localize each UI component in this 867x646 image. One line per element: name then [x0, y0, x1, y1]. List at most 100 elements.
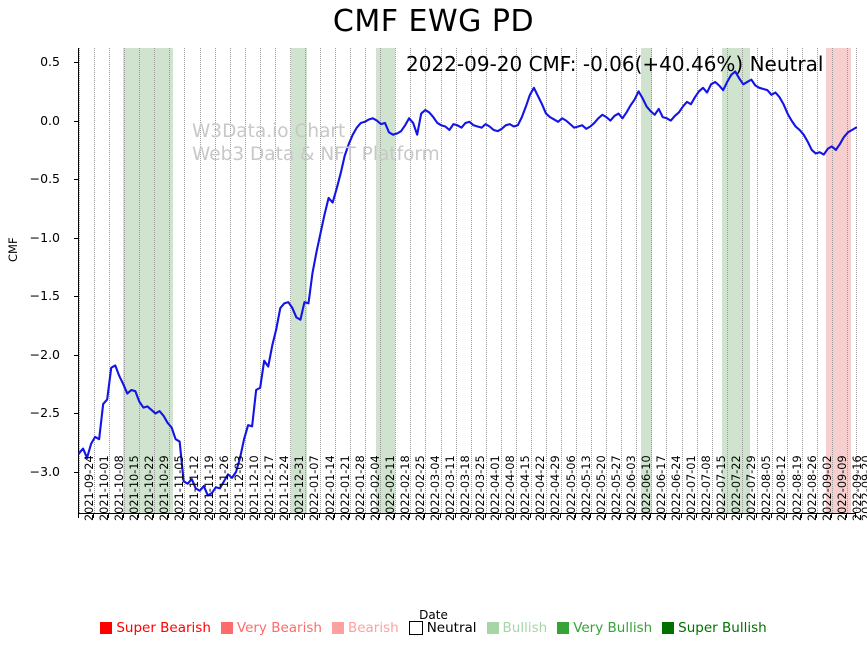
- x-tick-mark: [213, 513, 215, 518]
- legend-item-bullish[interactable]: Bullish: [486, 620, 547, 636]
- x-tick-mark: [529, 513, 531, 518]
- grid-line: [109, 48, 111, 513]
- x-tick-label: 2022-06-03: [624, 455, 638, 521]
- grid-line: [440, 48, 442, 513]
- x-tick-mark: [786, 513, 787, 518]
- grid-line: [184, 48, 186, 513]
- x-tick-label: 2021-11-19: [203, 455, 216, 521]
- x-tick-mark: [168, 513, 170, 518]
- x-tick-mark: [816, 513, 818, 518]
- legend-item-super-bullish[interactable]: Super Bullish: [662, 620, 767, 636]
- x-tick-label: 2022-03-25: [474, 455, 488, 521]
- x-tick-mark: [469, 513, 471, 518]
- legend-label: Bearish: [347, 620, 399, 636]
- x-tick-label: 2022-09-02: [820, 455, 834, 521]
- x-tick-label: 2022-09-09: [835, 455, 849, 521]
- grid-line: [274, 48, 276, 513]
- line-series-svg: [77, 70, 858, 497]
- x-tick-mark: [439, 513, 441, 518]
- legend-item-very-bearish[interactable]: Very Bearish: [220, 620, 322, 636]
- x-tick-mark: [409, 513, 411, 518]
- x-tick-label: 2021-11-26: [218, 455, 232, 521]
- x-tick-mark: [710, 513, 712, 518]
- y-tick-mark: [73, 179, 78, 181]
- legend-swatch-icon: [557, 622, 570, 634]
- legend-swatch-icon: [220, 622, 233, 634]
- legend-label: Very Bullish: [573, 620, 653, 636]
- x-tick-label: 2021-10-15: [127, 455, 141, 521]
- x-tick-mark: [544, 513, 546, 518]
- grid-line: [485, 48, 487, 513]
- x-tick-label: 2022-07-29: [745, 455, 759, 521]
- grid-line: [787, 48, 788, 513]
- y-tick-mark: [73, 120, 78, 122]
- x-tick-label: 2022-02-11: [383, 455, 397, 521]
- x-tick-label: 2022-09-20: [859, 455, 867, 521]
- x-tick-mark: [123, 513, 125, 518]
- band-bullish: [291, 48, 308, 513]
- x-tick-mark: [153, 513, 155, 518]
- legend-item-bearish[interactable]: Bearish: [331, 620, 399, 636]
- x-tick-label: 2022-01-14: [323, 455, 337, 521]
- x-tick-mark: [650, 513, 652, 518]
- grid-line: [621, 48, 623, 513]
- grid-line: [832, 48, 834, 513]
- y-tick-mark: [73, 296, 78, 298]
- grid-line: [545, 48, 547, 513]
- x-tick-label: 2022-03-04: [428, 455, 442, 521]
- x-tick-label: 2022-06-24: [669, 455, 683, 521]
- value-annotation: 2022-09-20 CMF: -0.06(+40.46%) Neutral: [406, 52, 824, 76]
- grid-line: [530, 48, 532, 513]
- x-tick-mark: [680, 513, 682, 518]
- x-tick-label: 2022-02-25: [413, 455, 427, 521]
- x-tick-mark: [334, 513, 336, 518]
- x-tick-label: 2022-07-08: [700, 455, 714, 521]
- grid-line: [696, 48, 698, 513]
- grid-line: [199, 48, 201, 513]
- x-tick-mark: [499, 513, 501, 518]
- x-tick-mark: [108, 513, 110, 518]
- grid-line: [666, 48, 668, 513]
- x-tick-label: 2022-06-10: [639, 455, 653, 521]
- grid-line: [425, 48, 427, 513]
- grid-line: [847, 48, 849, 513]
- x-tick-mark: [424, 513, 426, 518]
- x-tick-mark: [831, 513, 833, 518]
- x-tick-label: 2021-12-17: [263, 455, 277, 521]
- grid-line: [365, 48, 367, 513]
- band-bearish: [826, 48, 851, 513]
- y-tick-mark: [73, 354, 78, 356]
- y-tick-label: −3.0: [29, 464, 60, 479]
- grid-line: [79, 48, 80, 513]
- x-tick-label: 2022-05-27: [609, 455, 623, 521]
- grid-line: [711, 48, 713, 513]
- x-tick-mark: [273, 513, 275, 518]
- grid-line: [500, 48, 502, 513]
- grid-line: [244, 48, 246, 513]
- legend-label: Super Bullish: [678, 620, 767, 636]
- x-tick-label: 2021-12-03: [233, 455, 247, 521]
- x-tick-mark: [665, 513, 667, 518]
- x-tick-mark: [725, 513, 727, 518]
- y-tick-label: −2.0: [29, 346, 60, 362]
- cmf-line-series: [77, 70, 858, 497]
- y-tick-label: −0.5: [29, 171, 60, 187]
- x-tick-mark: [590, 513, 592, 518]
- legend-item-neutral[interactable]: Neutral: [408, 620, 477, 636]
- legend-item-super-bearish[interactable]: Super Bearish: [100, 620, 211, 636]
- y-tick-label: 0.0: [40, 112, 60, 128]
- x-tick-label: 2021-12-10: [248, 455, 262, 521]
- legend-item-very-bullish[interactable]: Very Bullish: [557, 620, 652, 636]
- grid-line: [771, 48, 773, 513]
- grid-line: [154, 48, 156, 513]
- x-tick-label: 2022-05-06: [564, 455, 578, 521]
- grid-line: [756, 48, 758, 513]
- grid-line: [259, 48, 261, 513]
- x-tick-label: 2022-02-18: [398, 455, 412, 521]
- x-tick-label: 2022-07-22: [730, 455, 744, 521]
- x-tick-label: 2021-11-05: [172, 455, 186, 521]
- x-tick-label: 2021-09-24: [82, 455, 96, 521]
- y-tick-mark: [73, 413, 78, 415]
- x-tick-label: 2022-08-05: [760, 455, 774, 521]
